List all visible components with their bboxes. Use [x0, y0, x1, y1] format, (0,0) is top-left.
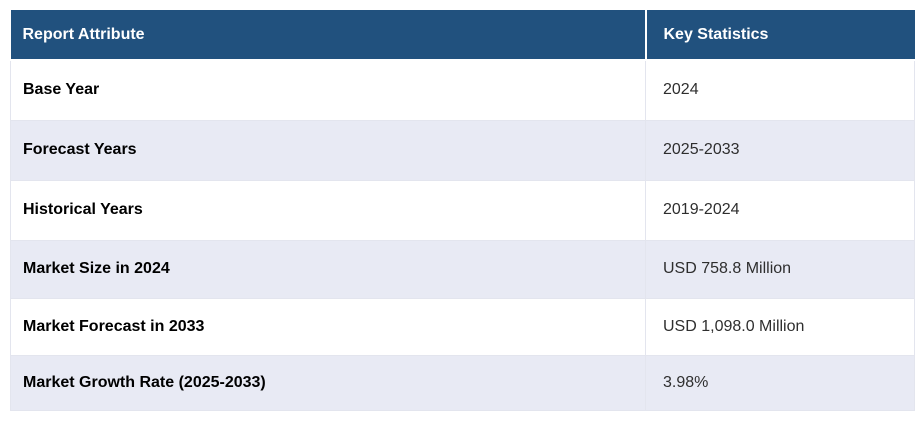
attribute-cell: Forecast Years [10, 119, 646, 181]
value-cell: USD 1,098.0 Million [645, 297, 915, 356]
value-cell: 2025-2033 [645, 119, 915, 181]
table-row: Forecast Years 2025-2033 [10, 119, 915, 181]
report-attributes-table: Report Attribute Key Statistics Base Yea… [10, 10, 915, 411]
table-row: Market Size in 2024 USD 758.8 Million [10, 239, 915, 299]
attribute-cell: Historical Years [10, 179, 646, 241]
attribute-cell: Market Forecast in 2033 [10, 297, 646, 356]
table-row: Base Year 2024 [10, 59, 915, 121]
value-cell: 2019-2024 [645, 179, 915, 241]
table-row: Market Growth Rate (2025-2033) 3.98% [10, 354, 915, 411]
column-header-key-statistics: Key Statistics [644, 10, 915, 61]
attribute-cell: Market Growth Rate (2025-2033) [10, 354, 646, 411]
header-row: Report Attribute Key Statistics [10, 10, 915, 61]
table-row: Historical Years 2019-2024 [10, 179, 915, 241]
column-header-report-attribute: Report Attribute [10, 10, 646, 61]
table-row: Market Forecast in 2033 USD 1,098.0 Mill… [10, 297, 915, 356]
attribute-cell: Market Size in 2024 [10, 239, 646, 299]
value-cell: USD 758.8 Million [645, 239, 915, 299]
attribute-cell: Base Year [10, 59, 646, 121]
value-cell: 2024 [645, 59, 915, 121]
value-cell: 3.98% [645, 354, 915, 411]
